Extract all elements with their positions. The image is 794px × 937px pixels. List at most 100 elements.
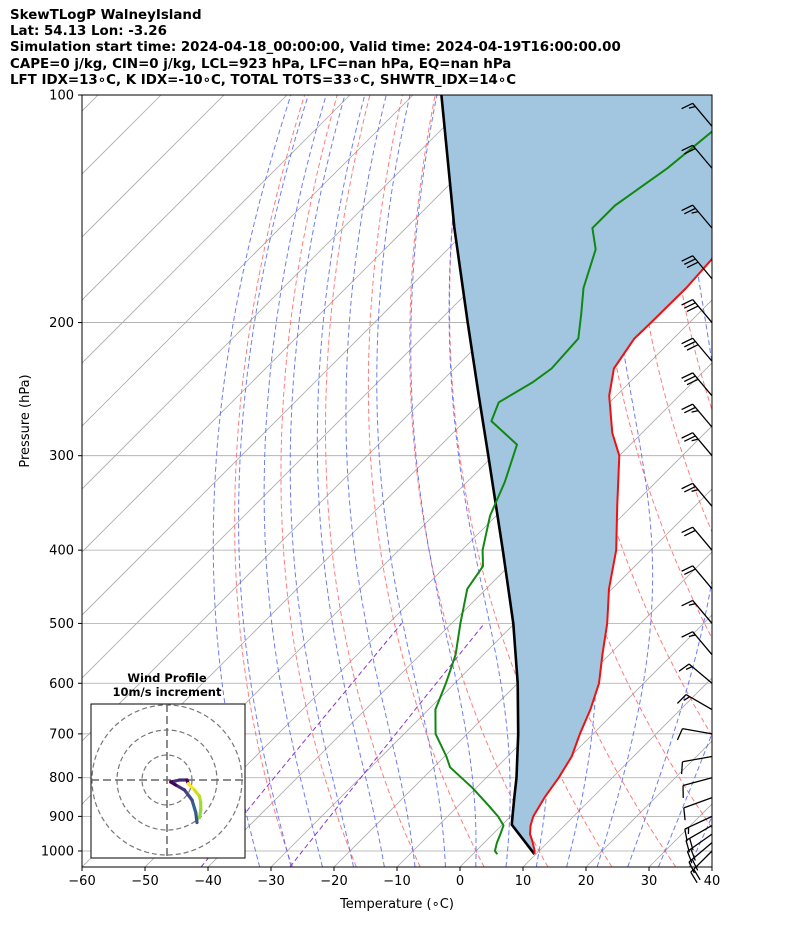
x-tick-label: −50: [131, 874, 158, 889]
wind-barb: [678, 663, 713, 684]
parcel-profile-line: [440, 95, 536, 855]
barb-flag: [683, 696, 691, 701]
barb-flag: [681, 403, 694, 411]
wind-barb: [681, 482, 713, 507]
barb-flag: [684, 258, 696, 265]
barb-flag: [684, 828, 688, 842]
wind-barb: [681, 337, 713, 362]
barb-flag: [681, 337, 694, 345]
x-tick-label: −10: [383, 874, 410, 889]
dry-adiabat: [449, 95, 613, 867]
barb-flag: [684, 529, 696, 537]
x-tick-label: 10: [515, 874, 532, 889]
barb-flag: [684, 340, 696, 348]
x-tick-label: −40: [194, 874, 221, 889]
barb-staff: [690, 850, 713, 873]
hodograph-subtitle: 10m/s increment: [113, 685, 222, 699]
chart-header: SkewTLogP WalneyIsland Lat: 54.13 Lon: -…: [10, 8, 621, 89]
barb-flag: [681, 599, 694, 607]
isotherm-line: [82, 95, 477, 490]
barb-flag: [681, 432, 694, 439]
barb-flag: [680, 761, 684, 775]
barb-staff: [688, 663, 713, 684]
barb-staff: [692, 337, 713, 362]
barb-staff: [682, 755, 713, 763]
isotherm-line: [82, 95, 351, 364]
barb-flag: [686, 344, 699, 351]
isotherm-line: [82, 95, 99, 112]
y-tick-label: 200: [49, 316, 74, 331]
location-line: Lat: 54.13 Lon: -3.26: [10, 24, 167, 40]
dry-adiabat: [325, 95, 421, 867]
barb-flag: [681, 255, 694, 262]
y-tick-label: 800: [49, 771, 74, 786]
barb-flag: [681, 372, 694, 379]
barb-flag: [681, 144, 694, 152]
moist-adiabat: [238, 95, 309, 867]
barb-flag: [681, 526, 694, 534]
moist-adiabat: [316, 95, 385, 867]
wind-barb: [688, 842, 713, 874]
barb-flag: [686, 261, 699, 269]
x-tick-label: 0: [456, 874, 464, 889]
plot-clip-group: [82, 95, 794, 867]
wind-barb: [681, 299, 713, 323]
wind-barb: [690, 850, 713, 884]
barb-flag: [683, 807, 686, 821]
wind-barb: [682, 777, 713, 798]
wind-barb: [681, 526, 713, 551]
indices-line: LFT IDX=13∘C, K IDX=-10∘C, TOTAL TOTS=33…: [10, 72, 517, 88]
isotherm-line: [270, 425, 712, 867]
barb-staff: [692, 600, 713, 624]
hodograph-segment: [182, 788, 194, 802]
barb-flag: [686, 305, 699, 313]
barb-staff: [688, 842, 713, 863]
barb-staff: [682, 777, 713, 787]
wind-barb: [681, 403, 713, 428]
isotherm-line: [82, 95, 540, 553]
isotherm-line: [333, 488, 712, 867]
dry-adiabat: [280, 95, 357, 867]
barb-staff: [692, 565, 713, 590]
barb-flag: [690, 871, 698, 884]
dewpoint-profile-line: [434, 130, 712, 855]
barb-staff: [692, 204, 713, 229]
mixing-ratio-line: [200, 623, 402, 867]
temperature-profile-line: [529, 256, 712, 855]
moist-adiabat: [720, 95, 794, 867]
x-axis-title: Temperature (∘C): [339, 897, 454, 912]
wind-barb: [676, 693, 713, 711]
moist-adiabat: [345, 95, 416, 867]
barb-flag: [684, 147, 696, 155]
barb-flag: [684, 568, 696, 576]
hodograph-segment: [194, 810, 199, 825]
barb-flag: [681, 631, 694, 638]
wind-barb: [681, 432, 713, 457]
barb-flag: [684, 375, 696, 383]
barb-staff: [683, 797, 713, 809]
x-tick-label: −30: [257, 874, 284, 889]
barb-flag: [690, 848, 696, 861]
barb-staff: [687, 833, 713, 852]
barb-staff: [692, 255, 713, 280]
cape-line: CAPE=0 j/kg, CIN=0 j/kg, LCL=923 hPa, LF…: [10, 56, 512, 72]
moist-adiabat: [596, 95, 654, 867]
barb-staff: [682, 728, 713, 735]
barb-flag: [691, 210, 699, 214]
moist-adiabat: [212, 95, 292, 867]
y-tick-label: 300: [49, 449, 74, 464]
wind-barb: [684, 815, 713, 842]
barb-staff: [692, 403, 713, 428]
wind-barb: [681, 255, 713, 280]
barb-flag: [681, 299, 694, 306]
wind-barbs: [676, 102, 713, 884]
barb-flag: [688, 105, 696, 109]
barb-flag: [678, 663, 690, 672]
barb-flag: [681, 204, 694, 212]
barb-staff: [692, 102, 713, 127]
plot-area: [82, 95, 794, 884]
barb-staff: [684, 815, 713, 830]
moist-adiabat: [289, 95, 354, 867]
